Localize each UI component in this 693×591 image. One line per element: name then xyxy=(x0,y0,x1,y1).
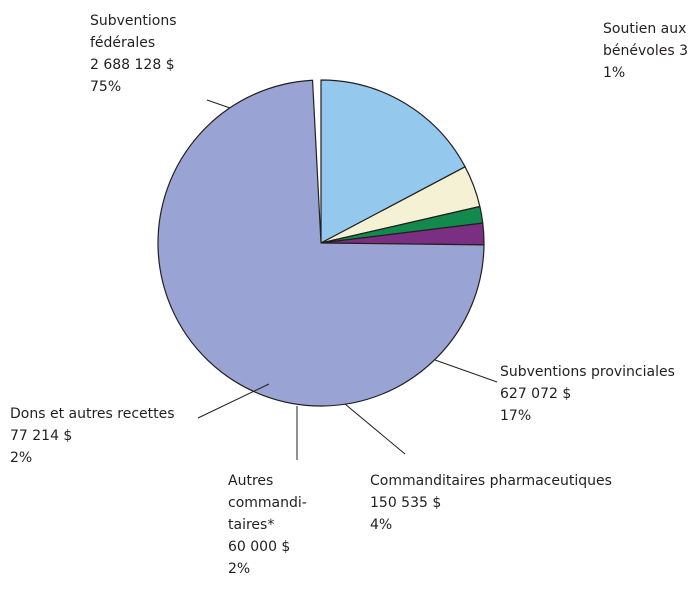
label-line: 17% xyxy=(500,408,532,424)
label-subventions-federales: Subventions fédérales 2 688 128 $ 75% xyxy=(90,10,177,98)
label-line: 150 535 $ xyxy=(370,495,442,511)
leader-line-0 xyxy=(434,359,498,383)
leader-line-3 xyxy=(197,383,270,419)
pie-slice-0 xyxy=(320,79,466,244)
label-line: 4% xyxy=(370,517,393,533)
label-line: 2% xyxy=(10,450,33,466)
label-commanditaires-pharmaceutiques: Commanditaires pharmaceutiques 150 535 $… xyxy=(370,470,612,536)
label-autres-commanditaires: Autres commandi- taires* 60 000 $ 2% xyxy=(228,470,307,580)
leader-line-4 xyxy=(206,99,231,109)
label-line: 75% xyxy=(90,79,122,95)
label-line: 2 688 128 $ xyxy=(90,57,175,73)
label-line: Dons et autres recettes xyxy=(10,406,175,422)
label-line: Subventions xyxy=(90,13,177,29)
label-line: Soutien aux xyxy=(603,21,687,37)
label-line: fédérales xyxy=(90,35,156,51)
label-line: taires* xyxy=(228,517,275,533)
label-line: bénévoles 3 xyxy=(603,43,688,59)
label-line: commandi- xyxy=(228,495,307,511)
label-soutien-benevoles: Soutien aux bénévoles 3 1% xyxy=(603,18,688,84)
label-line: Subventions provinciales xyxy=(500,364,675,380)
leader-line-1 xyxy=(344,403,406,455)
label-line: 60 000 $ xyxy=(228,539,291,555)
label-line: 77 214 $ xyxy=(10,428,73,444)
label-line: 627 072 $ xyxy=(500,386,572,402)
label-line: Autres xyxy=(228,473,274,489)
label-line: 2% xyxy=(228,561,251,577)
pie-slice-4 xyxy=(157,79,485,407)
label-subventions-provinciales: Subventions provinciales 627 072 $ 17% xyxy=(500,361,675,427)
label-line: Commanditaires pharmaceutiques xyxy=(370,473,612,489)
label-dons-autres-recettes: Dons et autres recettes 77 214 $ 2% xyxy=(10,403,175,469)
label-line: 1% xyxy=(603,65,626,81)
